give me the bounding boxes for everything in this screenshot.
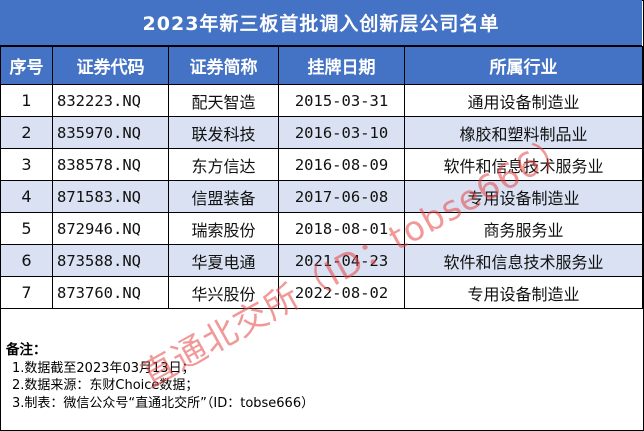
notes-heading: 备注： — [6, 342, 47, 358]
header-row: 序号 证券代码 证券简称 挂牌日期 所属行业 — [0, 46, 643, 85]
cell-no: 3 — [0, 148, 53, 181]
cell-code: 873760.NQ — [52, 276, 169, 309]
cell-name: 信盟装备 — [168, 180, 279, 213]
table-row: 2 835970.NQ 联发科技 2016-03-10 橡胶和塑料制品业 — [0, 116, 643, 149]
cell-name: 瑞索股份 — [168, 212, 279, 245]
cell-code: 871583.NQ — [52, 180, 169, 213]
cell-code: 838578.NQ — [52, 148, 169, 181]
cell-code: 873588.NQ — [52, 244, 169, 277]
column-header-name: 证券简称 — [168, 46, 279, 85]
cell-code: 832223.NQ — [52, 84, 169, 117]
cell-industry: 商务服务业 — [404, 212, 643, 245]
notes-section: 备注： 1.数据截至2023年03月13日； 2.数据来源：东财Choice数据… — [6, 342, 636, 412]
cell-no: 5 — [0, 212, 53, 245]
table-row: 6 873588.NQ 华夏电通 2021-04-23 软件和信息技术服务业 — [0, 244, 643, 277]
cell-name: 华兴股份 — [168, 276, 279, 309]
cell-industry: 专用设备制造业 — [404, 276, 643, 309]
cell-name: 配天智造 — [168, 84, 279, 117]
column-header-code: 证券代码 — [52, 46, 169, 85]
note-item: 2.数据来源：东财Choice数据； — [12, 378, 199, 393]
table-row: 1 832223.NQ 配天智造 2015-03-31 通用设备制造业 — [0, 84, 643, 117]
cell-no: 4 — [0, 180, 53, 213]
cell-no: 7 — [0, 276, 53, 309]
cell-date: 2022-08-02 — [278, 276, 405, 309]
cell-date: 2018-08-01 — [278, 212, 405, 245]
cell-date: 2017-06-08 — [278, 180, 405, 213]
column-header-industry: 所属行业 — [404, 46, 643, 85]
cell-industry: 专用设备制造业 — [404, 180, 643, 213]
cell-name: 东方信达 — [168, 148, 279, 181]
cell-date: 2016-03-10 — [278, 116, 405, 149]
table-row: 4 871583.NQ 信盟装备 2017-06-08 专用设备制造业 — [0, 180, 643, 213]
company-table: 序号 证券代码 证券简称 挂牌日期 所属行业 1 832223.NQ 配天智造 … — [0, 46, 643, 309]
cell-no: 6 — [0, 244, 53, 277]
cell-industry: 软件和信息技术服务业 — [404, 244, 643, 277]
cell-no: 1 — [0, 84, 53, 117]
note-item: 3.制表：微信公众号“直通北交所”（ID：tobse666） — [12, 395, 315, 411]
cell-name: 联发科技 — [168, 116, 279, 149]
cell-date: 2015-03-31 — [278, 84, 405, 117]
cell-name: 华夏电通 — [168, 244, 279, 277]
cell-industry: 软件和信息技术服务业 — [404, 148, 643, 181]
column-header-no: 序号 — [0, 46, 53, 85]
cell-date: 2021-04-23 — [278, 244, 405, 277]
note-item: 1.数据截至2023年03月13日； — [12, 360, 195, 376]
cell-code: 872946.NQ — [52, 212, 169, 245]
table-row: 3 838578.NQ 东方信达 2016-08-09 软件和信息技术服务业 — [0, 148, 643, 181]
cell-industry: 通用设备制造业 — [404, 84, 643, 117]
cell-no: 2 — [0, 116, 53, 149]
table-row: 7 873760.NQ 华兴股份 2022-08-02 专用设备制造业 — [0, 276, 643, 309]
cell-code: 835970.NQ — [52, 116, 169, 149]
column-header-date: 挂牌日期 — [278, 46, 405, 85]
cell-industry: 橡胶和塑料制品业 — [404, 116, 643, 149]
table-row: 5 872946.NQ 瑞索股份 2018-08-01 商务服务业 — [0, 212, 643, 245]
table-title: 2023年新三板首批调入创新层公司名单 — [0, 0, 642, 46]
cell-date: 2016-08-09 — [278, 148, 405, 181]
